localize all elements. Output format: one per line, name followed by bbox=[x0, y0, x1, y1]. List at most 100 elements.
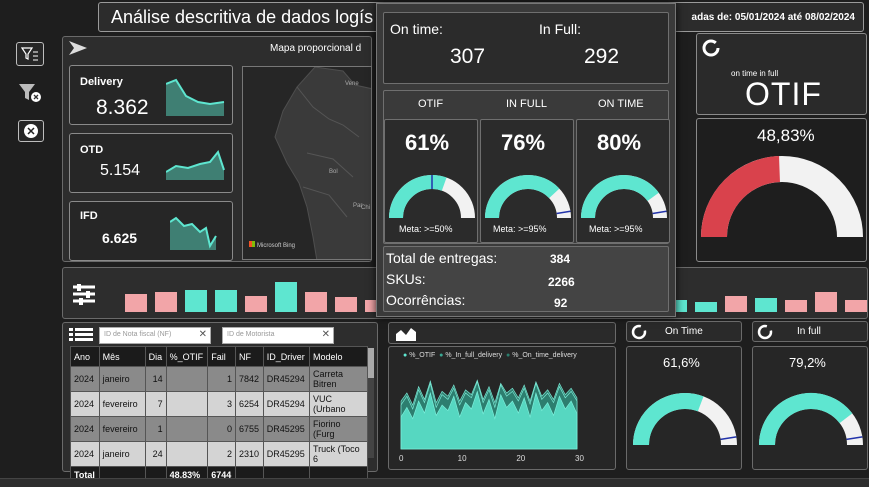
tooltip-popup: On time: 307 In Full: 292 OTIF IN FULL O… bbox=[376, 3, 676, 317]
nf-filter-placeholder: ID de Nota fiscal (NF) bbox=[104, 331, 172, 338]
col-driver[interactable]: ID_Driver bbox=[262, 346, 311, 367]
clear-filter-icon[interactable] bbox=[17, 82, 43, 104]
col-otif[interactable]: %_OTIF bbox=[165, 346, 209, 367]
kpi-card-otd[interactable]: OTD 5.154 bbox=[69, 133, 233, 193]
cell: 2024 bbox=[70, 366, 100, 392]
stat-label: SKUs: bbox=[386, 271, 426, 287]
cell bbox=[165, 366, 209, 392]
gauge-target-marker bbox=[556, 210, 571, 215]
driver-filter-input[interactable]: ID de Motorista ✕ bbox=[222, 327, 334, 344]
line-chart-panel: ● %_OTIF ● %_In_full_delivery ● %_On_tim… bbox=[388, 346, 616, 470]
otif-subtitle: on time in full bbox=[731, 69, 779, 78]
gauge-arc bbox=[581, 175, 667, 219]
gauge-card-infull: 76% Meta: >=95% bbox=[480, 119, 574, 243]
legend-ontime: %_On_time_delivery bbox=[512, 352, 577, 359]
table-row[interactable]: 2024 fevereiro 1 0 6755 DR45295 Fiorino … bbox=[70, 416, 368, 442]
cell: 0 bbox=[207, 416, 236, 442]
col-mes[interactable]: Mês bbox=[98, 346, 146, 367]
kpi-value: 8.362 bbox=[96, 96, 149, 119]
cell: 3 bbox=[207, 391, 236, 417]
reset-button[interactable] bbox=[18, 120, 44, 142]
close-icon[interactable]: ✕ bbox=[321, 329, 330, 340]
refresh-ring-icon bbox=[702, 39, 720, 57]
table-scrollbar[interactable] bbox=[368, 348, 374, 458]
col-nf[interactable]: NF bbox=[234, 346, 264, 367]
cell: 2 bbox=[207, 441, 236, 467]
cell: 7 bbox=[144, 391, 167, 417]
col-dia[interactable]: Dia bbox=[144, 346, 167, 367]
nf-filter-input[interactable]: ID de Nota fiscal (NF) ✕ bbox=[99, 327, 211, 344]
bar-strip-bar bbox=[725, 296, 747, 312]
ontime-header: On Time bbox=[626, 321, 742, 342]
ontime-label: On time: bbox=[390, 21, 443, 37]
cell: 6254 bbox=[234, 391, 264, 417]
ontime-gauge-card: 61,6% bbox=[626, 346, 742, 470]
stat-value: 2266 bbox=[548, 275, 575, 289]
gauge-card-otif: 61% Meta: >=50% bbox=[384, 119, 478, 243]
cell: 2024 bbox=[70, 441, 100, 467]
col-ano[interactable]: Ano bbox=[70, 346, 100, 367]
cell: Fiorino (Furg bbox=[309, 416, 368, 442]
col-modelo[interactable]: Modelo bbox=[309, 346, 368, 367]
kpi-sparkline bbox=[166, 149, 225, 180]
kpi-card-delivery[interactable]: Delivery 8.362 bbox=[69, 65, 233, 125]
bar-strip-bar bbox=[215, 290, 237, 312]
navigation-arrow-icon[interactable] bbox=[67, 39, 89, 57]
cell: Truck (Toco 6 bbox=[309, 441, 368, 467]
refresh-ring-icon bbox=[757, 324, 773, 340]
cell: fevereiro bbox=[98, 391, 146, 417]
map-view[interactable]: Vene Bol Par Chi Microsoft Bing bbox=[242, 66, 372, 260]
cell: 2024 bbox=[70, 391, 100, 417]
gauge-value: 76% bbox=[501, 130, 546, 155]
area-chart[interactable]: 0 10 20 30 bbox=[395, 363, 585, 463]
gauge-target-marker bbox=[720, 436, 737, 441]
table-row[interactable]: 2024 fevereiro 7 3 6254 DR45294 VUC (Urb… bbox=[70, 391, 368, 417]
legend-otif: %_OTIF bbox=[409, 352, 436, 359]
date-range: adas de: 05/01/2024 até 08/02/2024 bbox=[691, 12, 855, 23]
gauge-card-ontime: 80% Meta: >=95% bbox=[576, 119, 670, 243]
bar-strip-bar bbox=[785, 300, 807, 312]
gauge-value: 61% bbox=[405, 130, 450, 155]
refresh-ring-icon bbox=[631, 324, 647, 340]
bar-strip-bar bbox=[305, 292, 327, 312]
bar-strip-bar bbox=[755, 298, 777, 312]
line-chart-header bbox=[388, 322, 616, 344]
gauge-meta: Meta: >=50% bbox=[399, 224, 453, 234]
bar-strip-bar bbox=[245, 296, 267, 312]
kpi-card-ifd[interactable]: IFD 6.625 bbox=[69, 201, 233, 261]
windows-logo-icon bbox=[249, 241, 255, 247]
cell: 24 bbox=[144, 441, 167, 467]
south-america-map: Vene Bol Par Chi bbox=[274, 67, 371, 259]
ontime-count: 307 bbox=[450, 45, 486, 68]
map-title: Mapa proporcional d bbox=[270, 43, 362, 54]
filter-panel-button[interactable] bbox=[16, 42, 44, 66]
cell: Carreta Bitren bbox=[309, 366, 368, 392]
otif-value: 48,83% bbox=[757, 126, 815, 145]
filter-list-icon bbox=[21, 47, 38, 61]
close-icon[interactable]: ✕ bbox=[198, 329, 207, 340]
col-fail[interactable]: Fail bbox=[207, 346, 236, 367]
kpi-value: 6.625 bbox=[102, 230, 138, 246]
ontime-value: 61,6% bbox=[663, 355, 700, 370]
bar-strip-bar bbox=[155, 292, 177, 312]
area-chart-icon bbox=[396, 328, 416, 341]
infull-label: In full bbox=[797, 326, 821, 337]
table-row[interactable]: 2024 janeiro 24 2 2310 DR45295 Truck (To… bbox=[70, 441, 368, 467]
bar-strip-bar bbox=[815, 292, 837, 312]
ontime-infull-box: On time: 307 In Full: 292 bbox=[383, 12, 669, 84]
bottom-bar bbox=[0, 478, 869, 487]
sliders-icon[interactable] bbox=[71, 282, 97, 306]
cell: 1 bbox=[144, 416, 167, 442]
gauge-target-marker bbox=[846, 436, 863, 441]
gauge-value: 80% bbox=[597, 130, 642, 155]
otif-title-card: on time in full OTIF bbox=[696, 33, 867, 115]
table-row[interactable]: 2024 janeiro 14 1 7842 DR45294 Carreta B… bbox=[70, 366, 368, 392]
bar-strip-bar bbox=[185, 290, 207, 312]
otif-gauge-card: 48,83% bbox=[696, 118, 867, 262]
cell: DR45295 bbox=[262, 441, 311, 467]
ontime-gauge bbox=[633, 393, 737, 446]
svg-text:Par: Par bbox=[353, 203, 362, 209]
kpi-value: 5.154 bbox=[100, 162, 141, 179]
cell: 14 bbox=[144, 366, 167, 392]
kpi-label: Delivery bbox=[80, 76, 123, 88]
